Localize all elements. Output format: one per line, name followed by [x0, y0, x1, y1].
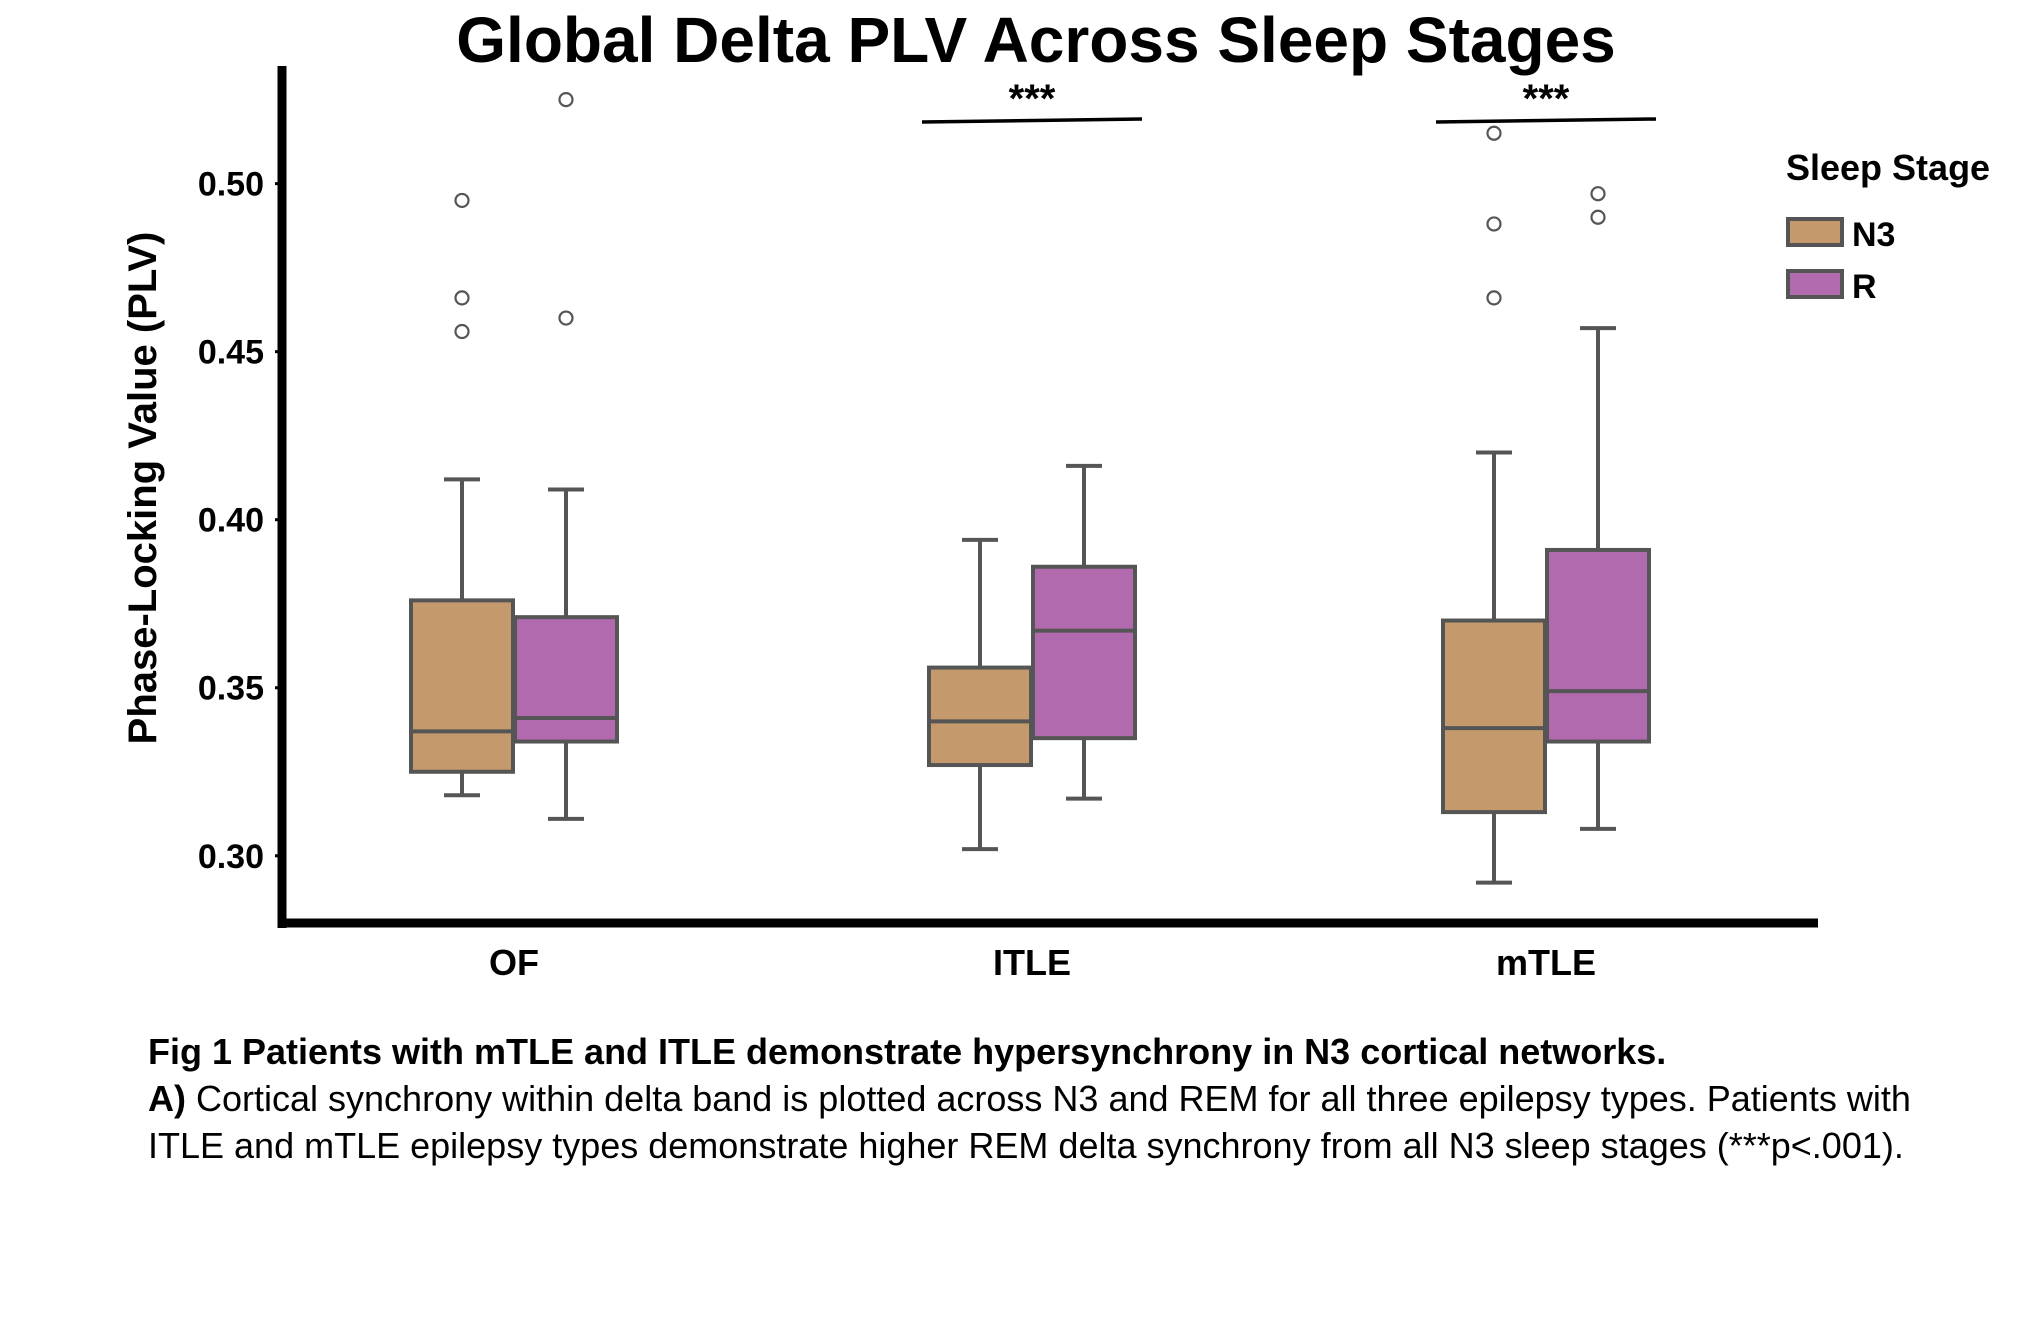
legend-title: Sleep Stage	[1786, 147, 1990, 188]
significance-bar	[921, 117, 1143, 124]
chart-title: Global Delta PLV Across Sleep Stages	[456, 4, 1616, 76]
legend: Sleep Stage N3 R	[1786, 147, 1990, 306]
outlier-point	[1590, 186, 1606, 202]
outlier-point	[1486, 290, 1502, 306]
figure-caption: Fig 1 Patients with mTLE and ITLE demons…	[148, 1028, 1948, 1169]
outlier-point	[1590, 209, 1606, 225]
y-tick-label: 0.50	[198, 166, 264, 204]
outlier-point	[454, 290, 470, 306]
caption-panel-label: A)	[148, 1078, 186, 1119]
outlier-point	[1486, 216, 1502, 232]
legend-swatch-n3	[1786, 217, 1844, 247]
outlier-point	[1486, 125, 1502, 141]
box-r-itle	[1031, 564, 1137, 741]
caption-title: Fig 1 Patients with mTLE and ITLE demons…	[148, 1031, 1667, 1072]
x-tick-label: ITLE	[993, 942, 1071, 983]
y-tick-label: 0.35	[198, 670, 264, 708]
outlier-point	[558, 310, 574, 326]
box-n3-itle	[927, 665, 1033, 768]
x-tick-label: mTLE	[1496, 942, 1596, 983]
legend-label-n3: N3	[1852, 216, 1895, 254]
legend-label-r: R	[1852, 268, 1877, 306]
y-tick-label: 0.30	[198, 838, 264, 876]
outlier-point	[454, 323, 470, 340]
caption-body-paragraph: A) Cortical synchrony within delta band …	[148, 1075, 1948, 1169]
outlier-point	[454, 192, 470, 209]
significance-bar	[1435, 117, 1657, 124]
y-axis-label: Phase-Locking Value (PLV)	[121, 232, 165, 745]
box-n3-mtle	[1441, 618, 1547, 815]
outlier-point	[558, 92, 574, 108]
box-r-mtle	[1545, 547, 1651, 744]
box-n3-of	[409, 598, 515, 774]
significance-stars: ***	[1523, 77, 1570, 121]
x-tick-label: OF	[489, 942, 539, 983]
significance-stars: ***	[1009, 77, 1056, 121]
y-tick-label: 0.45	[198, 334, 264, 372]
legend-swatch-r	[1786, 269, 1844, 299]
caption-body: Cortical synchrony within delta band is …	[148, 1078, 1911, 1166]
y-tick-label: 0.40	[198, 502, 264, 540]
box-r-of	[513, 615, 619, 744]
plv-boxplot-chart: Global Delta PLV Across Sleep Stages Pha…	[121, 4, 1990, 983]
plot-area: 0.30 0.35 0.40 0.45 0.50 OF ITLE mTLE *** ***	[198, 77, 1657, 983]
